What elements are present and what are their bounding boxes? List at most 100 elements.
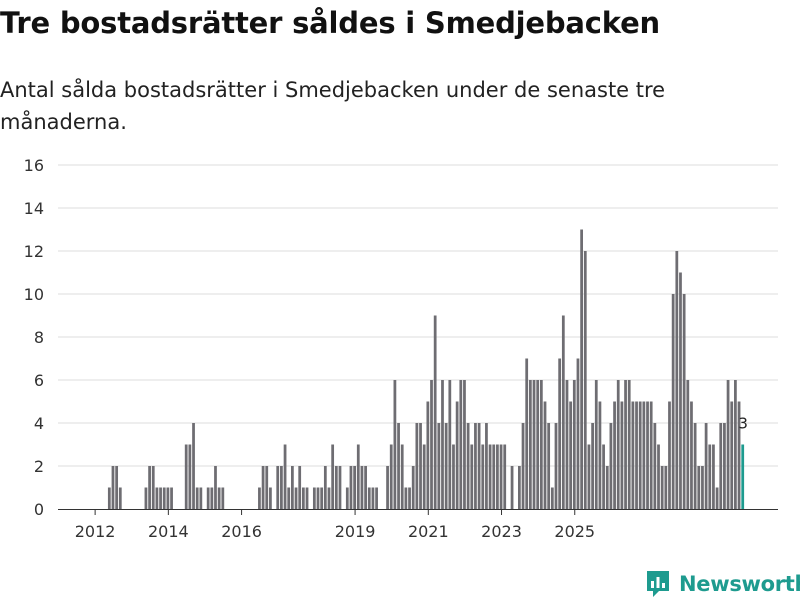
bar: [345, 487, 349, 509]
bar: [305, 487, 309, 509]
bar: [675, 251, 679, 509]
bar: [408, 487, 411, 509]
bar: [115, 466, 119, 509]
bar: [708, 444, 712, 509]
bar: [477, 423, 481, 509]
y-tick-label: 0: [34, 500, 44, 519]
bar: [188, 444, 192, 509]
bar: [719, 423, 723, 509]
y-tick-label: 6: [34, 371, 44, 390]
bar: [635, 401, 638, 509]
bar: [701, 466, 704, 509]
bar: [353, 466, 356, 509]
bar: [389, 444, 393, 509]
bar: [525, 358, 529, 509]
bar: [642, 401, 646, 509]
bar: [565, 380, 569, 509]
bar: [312, 487, 316, 509]
bar: [496, 444, 499, 509]
y-axis-ticks: 0 2 4 6 8 10 12 14 16: [24, 156, 44, 519]
bar: [664, 466, 668, 509]
bar: [572, 380, 576, 509]
bar: [415, 423, 419, 509]
bar: [712, 444, 715, 509]
bar: [620, 401, 624, 509]
brand-name: Newsworthy: [679, 572, 800, 596]
bar: [323, 466, 327, 509]
bar: [276, 466, 280, 509]
bar: [151, 466, 155, 509]
x-axis-ticks: 2012 2014 2016 2019 2021 2023 2025: [75, 509, 595, 541]
bar: [536, 380, 540, 509]
bar: [550, 487, 554, 509]
bar: [331, 444, 335, 509]
bar: [144, 487, 148, 509]
bar: [587, 444, 591, 509]
bar: [386, 466, 389, 509]
bar: [426, 401, 430, 509]
bar: [671, 294, 675, 509]
bar: [598, 401, 602, 509]
bar: [528, 380, 532, 509]
bar: [638, 401, 642, 509]
bar: [605, 466, 609, 509]
bar: [280, 466, 283, 509]
bar: [111, 466, 115, 509]
bar: [569, 401, 573, 509]
bar: [474, 423, 477, 509]
x-tick-label: 2023: [481, 522, 522, 541]
bar: [166, 487, 170, 509]
bar: [715, 487, 719, 509]
bar: [726, 380, 730, 509]
bar-latest: [741, 444, 745, 509]
bar: [580, 229, 583, 509]
y-tick-label: 12: [24, 242, 44, 261]
bar: [554, 423, 558, 509]
bar: [679, 272, 682, 509]
bar: [693, 423, 697, 509]
bar: [510, 466, 514, 509]
bar: [334, 466, 338, 509]
bar: [657, 444, 660, 509]
bar: [356, 444, 360, 509]
bar: [463, 380, 466, 509]
bar: [107, 487, 111, 509]
bar: [649, 401, 653, 509]
last-value-label: 3: [738, 415, 748, 433]
bar: [459, 380, 463, 509]
bar: [349, 466, 353, 509]
bar: [539, 380, 543, 509]
bar: [298, 466, 302, 509]
bar: [616, 380, 620, 509]
bar: [393, 380, 397, 509]
bar: [488, 444, 492, 509]
bar: [704, 423, 708, 509]
bar: [518, 466, 521, 509]
x-tick-label: 2021: [408, 522, 449, 541]
bar: [422, 444, 426, 509]
bar: [155, 487, 159, 509]
bar: [653, 423, 657, 509]
bar: [583, 251, 587, 509]
y-tick-label: 14: [24, 199, 44, 218]
bar: [320, 487, 324, 509]
bar: [148, 466, 151, 509]
bar: [433, 315, 437, 509]
bar: [561, 315, 565, 509]
bar: [521, 423, 525, 509]
bar: [159, 487, 162, 509]
bar: [261, 466, 265, 509]
bar: [316, 487, 320, 509]
bar: [375, 487, 378, 509]
bar: [199, 487, 203, 509]
x-tick-label: 2012: [75, 522, 116, 541]
bar: [591, 423, 594, 509]
bar: [258, 487, 261, 509]
x-tick-label: 2016: [221, 522, 262, 541]
bar: [195, 487, 199, 509]
y-tick-label: 16: [24, 156, 44, 175]
bar: [690, 401, 693, 509]
bar: [613, 401, 616, 509]
bar: [558, 358, 562, 509]
newsworthy-logo[interactable]: Newsworthy: [645, 568, 800, 600]
